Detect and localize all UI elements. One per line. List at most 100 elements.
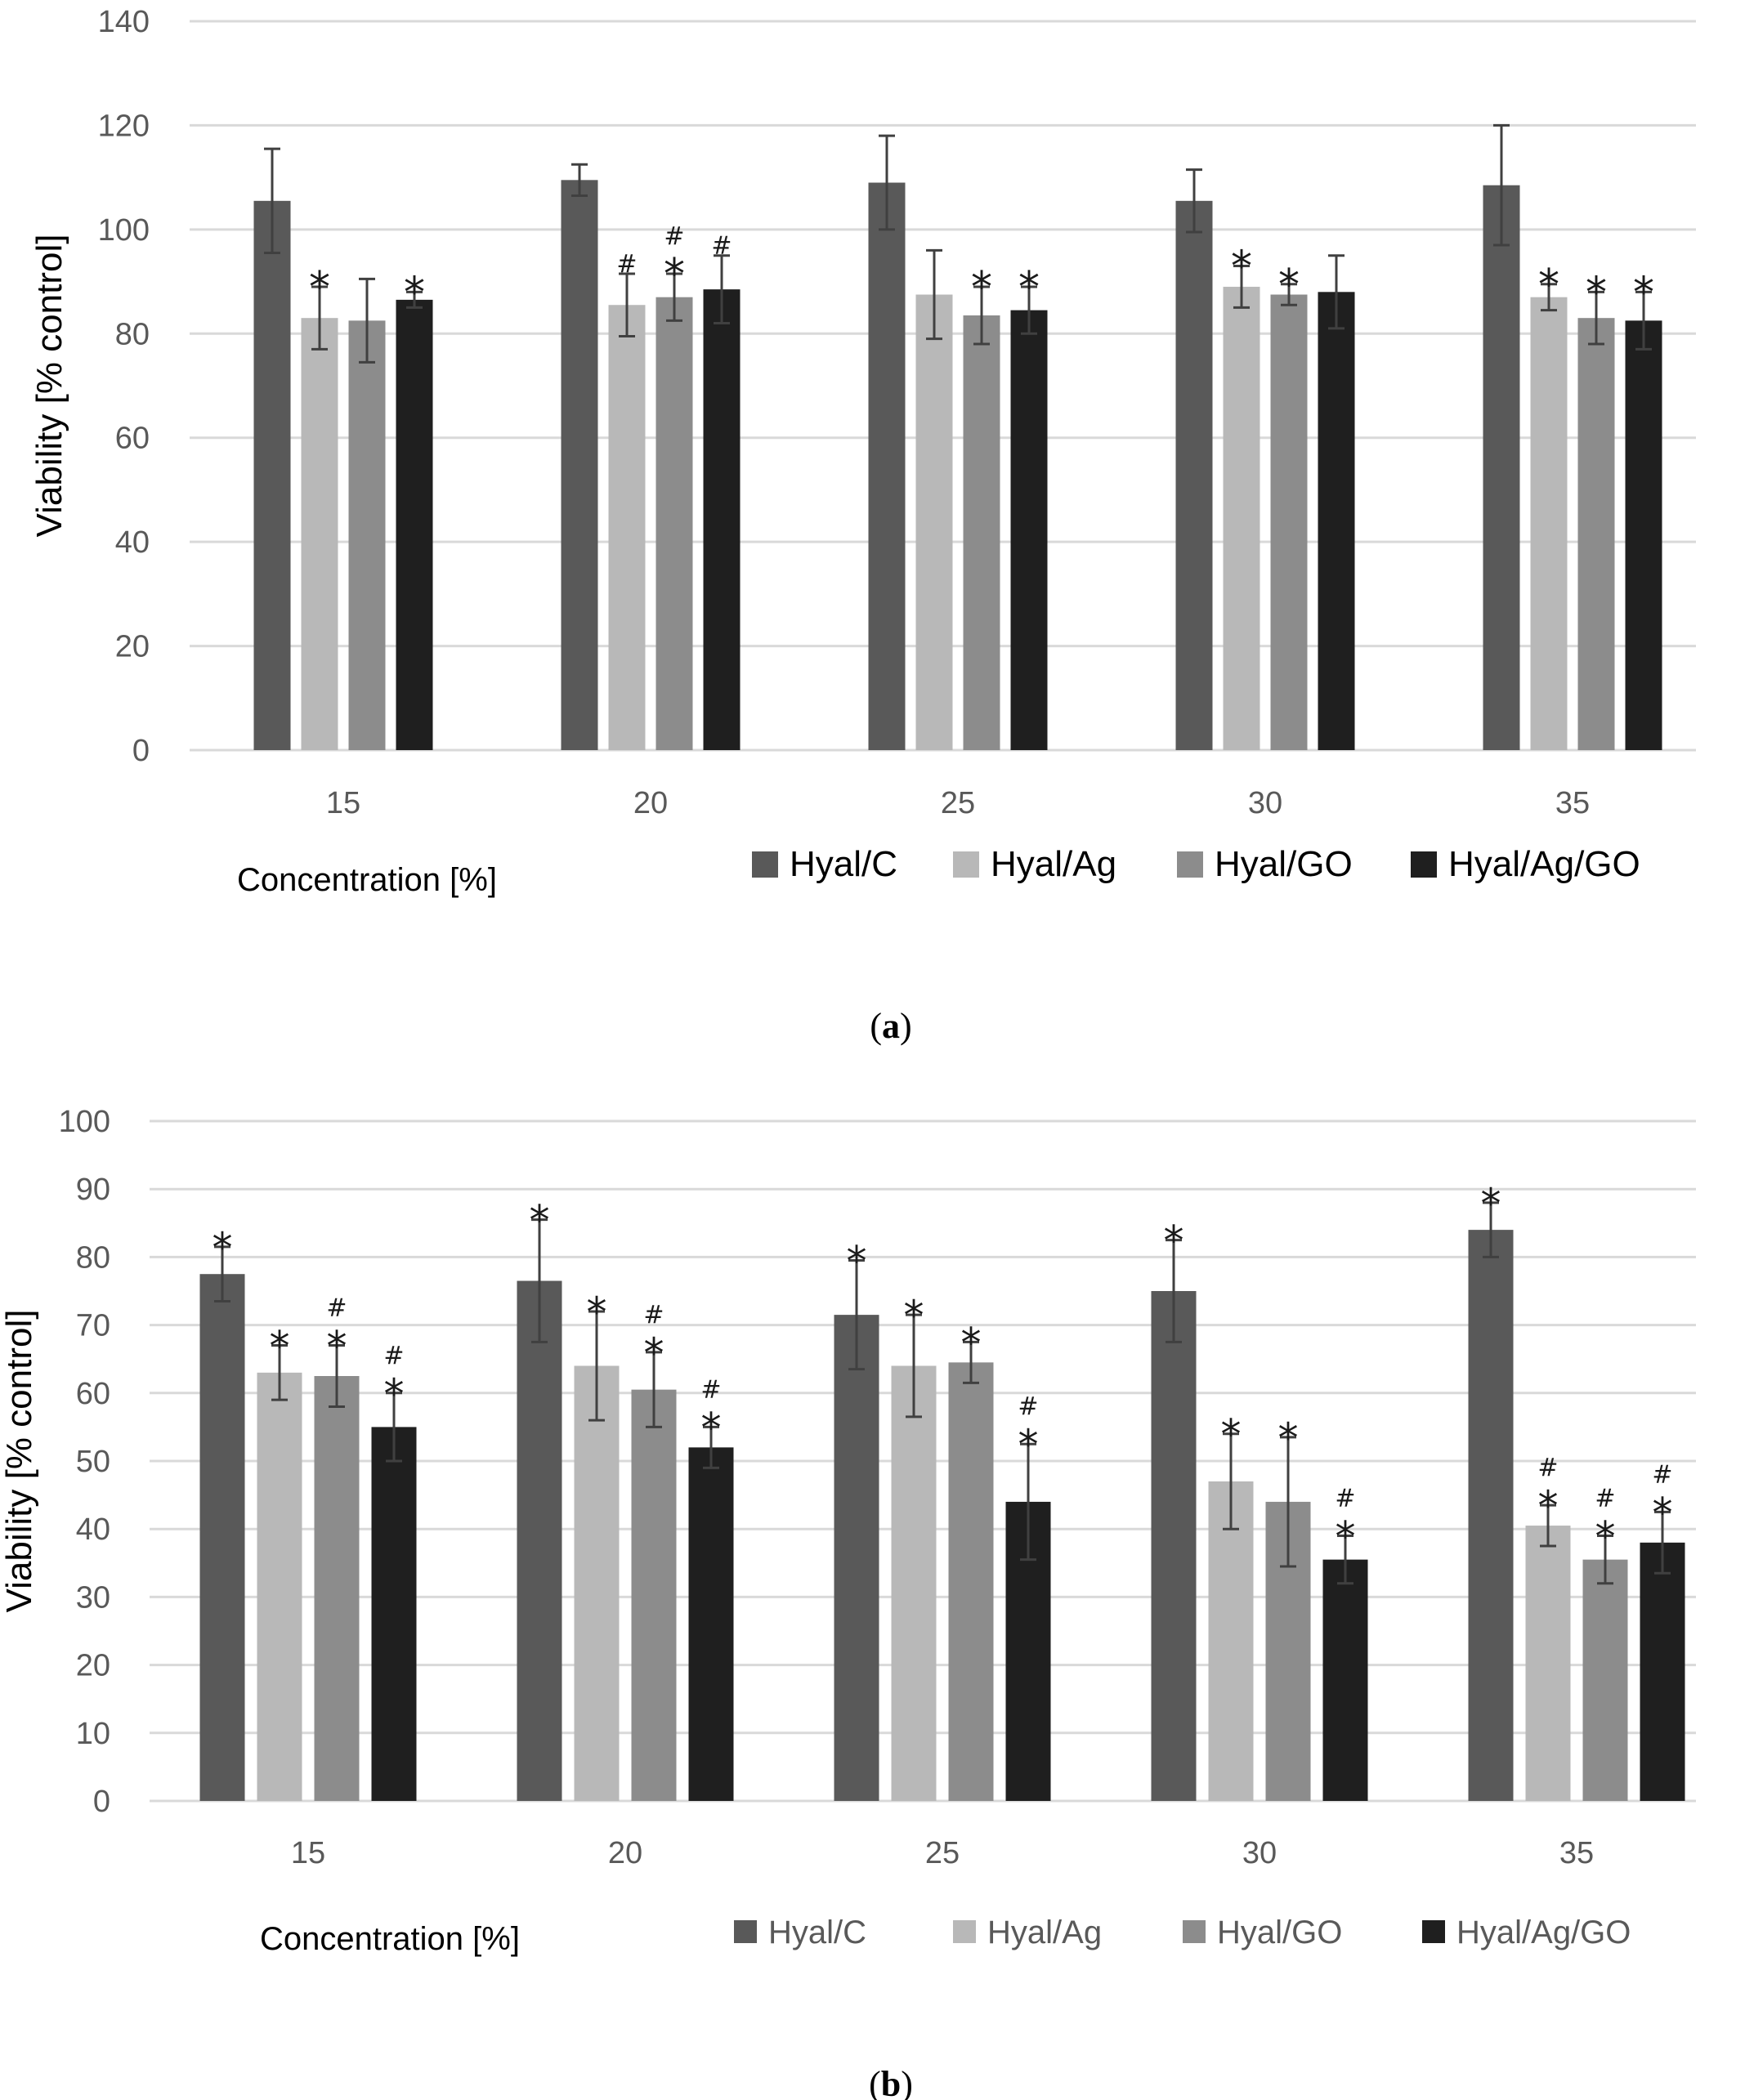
panel-b-x-tick-label: 35 xyxy=(1559,1836,1594,1870)
panel-a-significance-star: * xyxy=(1538,261,1559,310)
panel-b-significance-hash: # xyxy=(1652,1460,1672,1489)
panel-a-y-tick-label: 80 xyxy=(115,317,150,351)
panel-a-error-bar xyxy=(973,285,990,346)
panel-b-bar xyxy=(1525,1526,1571,1801)
panel-a-bar xyxy=(561,180,598,751)
panel-a-error-bar xyxy=(1186,168,1202,234)
panel-b-bar xyxy=(1322,1559,1368,1801)
panel-a-bar xyxy=(703,289,741,751)
panel-b-bar xyxy=(1208,1481,1254,1801)
panel-b-bar xyxy=(314,1376,360,1801)
panel-a-bar xyxy=(655,297,693,751)
panel-b-bar xyxy=(948,1362,994,1801)
panel-b-y-tick-label: 20 xyxy=(76,1649,110,1683)
panel-b-caption: (b) xyxy=(869,2064,913,2100)
panel-b-significance-star: * xyxy=(1221,1411,1242,1459)
panel-a-bar xyxy=(1577,318,1615,751)
panel-a-legend-label: Hyal/GO xyxy=(1215,844,1353,884)
panel-b-significance-star: * xyxy=(1538,1482,1559,1530)
panel-b-x-tick-label: 25 xyxy=(925,1836,960,1870)
panel-a-y-tick-label: 120 xyxy=(98,109,150,143)
panel-b-significance-star: * xyxy=(587,1289,607,1336)
panel-a-legend-swatch xyxy=(1177,851,1203,878)
panel-b-significance-star: * xyxy=(1653,1489,1673,1536)
panel-b-significance-star: * xyxy=(1278,1414,1299,1462)
panel-b-significance-hash: # xyxy=(1595,1485,1615,1513)
panel-a-error-bar xyxy=(1635,290,1652,351)
panel-a-caption-letter: a xyxy=(882,1006,900,1046)
panel-a-error-bar xyxy=(359,277,375,364)
panel-b-x-tick-label: 20 xyxy=(608,1836,642,1870)
panel-a-error-bar xyxy=(1233,264,1250,309)
panel-a-bar xyxy=(868,182,906,750)
panel-b-bar xyxy=(1468,1230,1514,1801)
panel-b-y-tick-label: 100 xyxy=(59,1105,110,1139)
panel-a-bar xyxy=(1530,297,1568,751)
panel-b-significance-star: * xyxy=(213,1224,233,1271)
panel-b-significance-star: * xyxy=(1336,1513,1356,1561)
panel-b-error-bar xyxy=(329,1344,345,1408)
panel-a-error-bar xyxy=(666,272,682,322)
panel-a-x-tick-label: 15 xyxy=(326,786,360,820)
panel-b-y-tick-label: 10 xyxy=(76,1717,110,1751)
panel-a-error-bar xyxy=(1493,123,1510,247)
panel-b-significance-hash: # xyxy=(1335,1485,1355,1513)
panel-b-y-tick-label: 60 xyxy=(76,1377,110,1411)
panel-a-x-tick-label: 30 xyxy=(1248,786,1282,820)
panel-b-legend-swatch xyxy=(1422,1920,1445,1943)
panel-a-significance-star: * xyxy=(1231,242,1252,291)
panel-b-significance-star: * xyxy=(644,1329,664,1377)
panel-b-significance-hash: # xyxy=(643,1301,664,1329)
panel-b-x-tick-label: 15 xyxy=(291,1836,325,1870)
panel-b-y-tick-label: 90 xyxy=(76,1173,110,1207)
panel-b-y-tick-label: 50 xyxy=(76,1445,110,1479)
panel-a-error-bar xyxy=(264,147,280,255)
panel-b-error-bar xyxy=(1540,1504,1556,1548)
panel-a-error-bar xyxy=(311,285,328,351)
panel-b-x-axis-label: Concentration [%] xyxy=(260,1921,520,1957)
panel-a-y-tick-label: 0 xyxy=(132,734,150,768)
panel-a-bar xyxy=(1483,185,1520,750)
panel-b-significance-hash: # xyxy=(1018,1392,1038,1421)
panel-b-bar xyxy=(834,1315,879,1801)
panel-b-significance-star: * xyxy=(270,1323,290,1370)
panel-b-significance-star: * xyxy=(530,1197,550,1244)
panel-a-y-tick-label: 60 xyxy=(115,422,150,456)
panel-a-legend-swatch xyxy=(752,851,778,878)
panel-a-significance-hash: # xyxy=(711,232,732,261)
panel-b-bar xyxy=(631,1389,677,1801)
panel-a-error-bar xyxy=(1281,283,1297,306)
panel-a-error-bar xyxy=(619,272,635,337)
panel-a-legend-label: Hyal/C xyxy=(790,844,897,884)
panel-a-legend-swatch xyxy=(953,851,979,878)
panel-a-legend-label: Hyal/Ag xyxy=(991,844,1116,884)
panel-a-significance-star: * xyxy=(309,263,330,312)
panel-b-error-bar xyxy=(1166,1239,1182,1343)
panel-b-error-bar xyxy=(646,1351,662,1428)
panel-a-bar xyxy=(915,294,953,750)
panel-a-legend-swatch xyxy=(1411,851,1437,878)
panel-b-legend-swatch xyxy=(953,1920,976,1943)
panel-a-bar xyxy=(301,318,338,751)
panel-b-significance-star: * xyxy=(384,1370,405,1418)
panel-a-bar xyxy=(396,299,433,750)
panel-b-caption-letter: b xyxy=(881,2064,901,2100)
panel-b-legend-label: Hyal/C xyxy=(768,1915,866,1950)
panel-a-significance-star: * xyxy=(1633,268,1654,317)
panel-b-significance-star: * xyxy=(904,1292,924,1339)
panel-b-error-bar xyxy=(214,1245,230,1302)
panel-b-x-tick-label: 30 xyxy=(1242,1836,1277,1870)
panel-a-significance-star: * xyxy=(971,263,992,312)
panel-b-legend-swatch xyxy=(734,1920,757,1943)
panel-a-x-axis-label: Concentration [%] xyxy=(237,862,497,898)
panel-b-bar xyxy=(371,1427,417,1801)
panel-b-y-tick-label: 40 xyxy=(76,1512,110,1547)
panel-b-legend-label: Hyal/Ag xyxy=(987,1915,1102,1950)
panel-b-bar xyxy=(1151,1291,1197,1801)
panel-a-significance-star: * xyxy=(404,268,425,317)
panel-b-error-bar xyxy=(848,1259,865,1371)
panel-a-error-bar xyxy=(406,290,423,309)
panel-b-bar xyxy=(574,1365,620,1801)
panel-a-x-tick-label: 35 xyxy=(1555,786,1590,820)
